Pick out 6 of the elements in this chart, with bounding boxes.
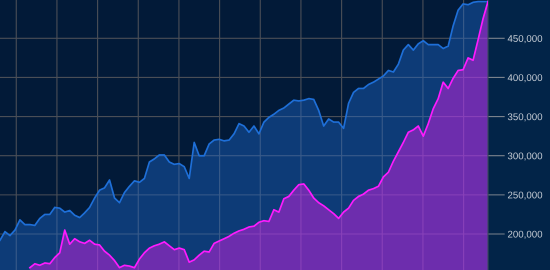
y-tick-label: 200,000 [508, 230, 542, 239]
y-tick-label: 250,000 [508, 192, 542, 200]
y-tick-label: 450,000 [508, 35, 542, 44]
y-tick-label: 350,000 [508, 113, 542, 122]
y-tick-label: 300,000 [508, 152, 542, 161]
y-tick-label: 400,000 [508, 74, 542, 82]
